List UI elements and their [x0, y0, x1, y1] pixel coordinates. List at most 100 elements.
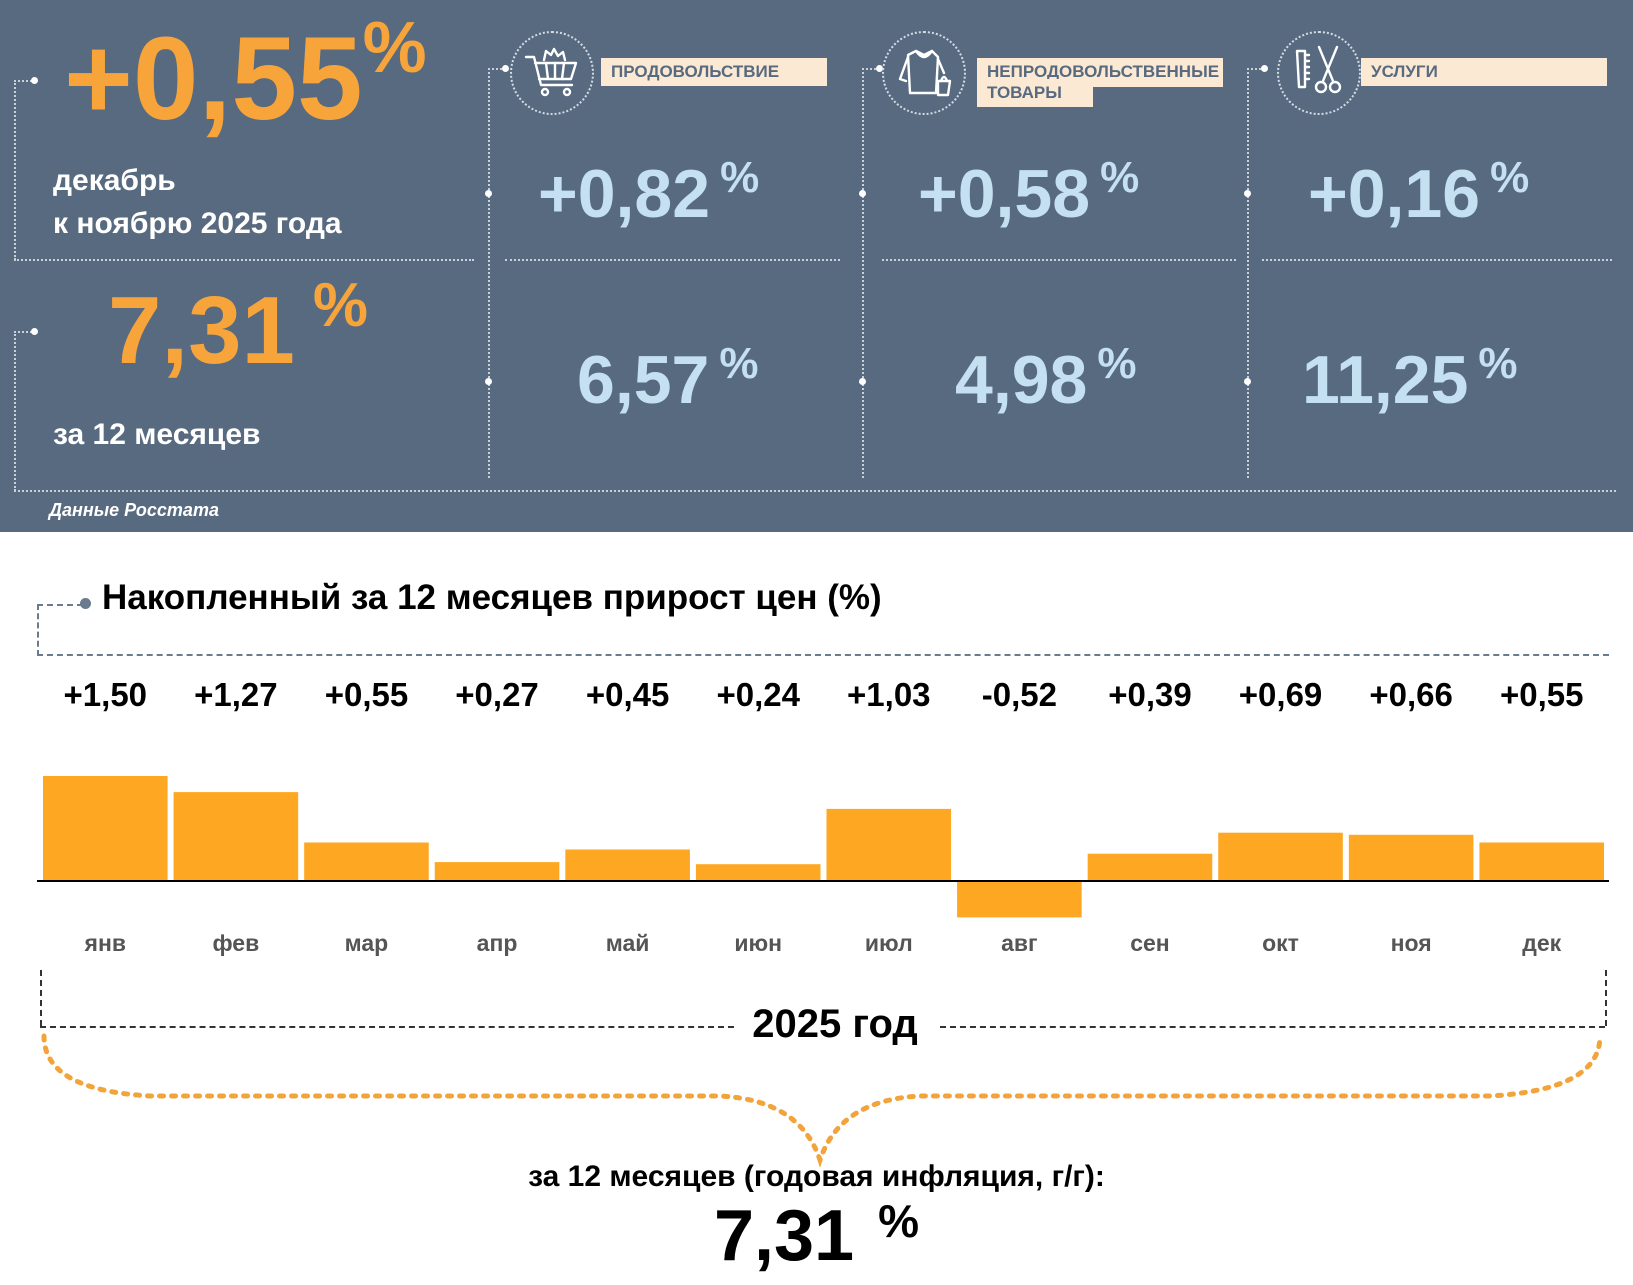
nonfood-annual-pct: % [1097, 339, 1137, 388]
column-top-tick [1247, 68, 1265, 70]
frame-left-bottom-tick [14, 331, 32, 333]
nonfood-monthly-pct: % [1100, 153, 1140, 202]
annual-caption: за 12 месяцев [53, 418, 261, 451]
chart-title-rule [37, 654, 1609, 656]
value-label-май: +0,45 [585, 676, 670, 713]
bullet-dot [876, 65, 883, 72]
frame-left-bottom [14, 331, 16, 491]
bullet-dot [859, 378, 866, 385]
footer-label: за 12 месяцев (годовая инфляция, г/г): [528, 1160, 1105, 1193]
bar-авг [957, 881, 1082, 918]
row-divider [505, 259, 840, 261]
year-label: 2025 год [752, 1002, 918, 1046]
frame-bottom [14, 490, 1616, 492]
food-annual: 6,57% [577, 342, 758, 415]
bullet-dot [859, 190, 866, 197]
services-monthly-value: +0,16 [1308, 156, 1481, 232]
monthly-caption-line1: декабрь [53, 164, 176, 197]
bar-май [565, 849, 690, 881]
monthly-value: +0,55 [64, 13, 363, 145]
source-note: Данные Росстата [49, 500, 219, 520]
nonfood-annual: 4,98% [955, 342, 1136, 415]
services-monthly-pct: % [1490, 153, 1530, 202]
bullet-dot [1244, 378, 1251, 385]
year-bracket-left [40, 970, 42, 1026]
year-bracket-right [1605, 970, 1607, 1026]
month-label-май: май [605, 930, 650, 956]
frame-left-top [14, 80, 16, 260]
month-label-янв: янв [84, 930, 126, 956]
bar-мар [304, 842, 429, 881]
orange-curly-brace [41, 1033, 1603, 1168]
monthly-pct: % [362, 8, 427, 88]
bar-апр [434, 862, 560, 881]
category-label-nonfood-line2: ТОВАРЫ [987, 83, 1062, 102]
hairdresser-icon [1277, 31, 1361, 115]
shopping-cart-icon [510, 31, 594, 115]
annual-headline: 7,31% [108, 275, 368, 379]
month-label-авг: авг [1001, 930, 1038, 956]
value-label-мар: +0,55 [324, 676, 409, 713]
value-label-сен: +0,39 [1108, 676, 1192, 713]
bullet-dot [31, 77, 38, 84]
column-divider [862, 68, 864, 478]
column-divider [488, 68, 490, 478]
month-label-июл: июл [864, 930, 913, 956]
food-annual-value: 6,57 [577, 342, 710, 418]
footer-value: 7,31% [0, 1198, 1633, 1272]
row-divider [882, 259, 1236, 261]
bullet-dot [1261, 65, 1268, 72]
bullet-dot [485, 378, 492, 385]
category-label-nonfood-line2-box: ТОВАРЫ [977, 79, 1093, 107]
bar-дек [1479, 842, 1604, 881]
food-monthly-value: +0,82 [538, 156, 711, 232]
services-annual-value: 11,25 [1302, 342, 1469, 418]
bar-окт [1218, 832, 1343, 881]
value-label-ноя: +0,66 [1369, 676, 1453, 713]
month-label-сен: сен [1130, 930, 1170, 956]
bullet-dot [485, 190, 492, 197]
month-label-фев: фев [212, 930, 260, 956]
value-label-апр: +0,27 [455, 676, 539, 713]
chart-title-bullet [80, 598, 91, 609]
value-label-фев: +1,27 [194, 676, 278, 713]
year-bracket-line-left [40, 1026, 734, 1028]
month-label-апр: апр [476, 930, 518, 956]
month-label-окт: окт [1262, 930, 1299, 956]
bullet-dot [31, 328, 38, 335]
value-label-июн: +0,24 [716, 676, 800, 713]
column-top-tick [488, 68, 506, 70]
row-divider [1262, 259, 1612, 261]
column-divider [1247, 68, 1249, 478]
chart-title: Накопленный за 12 месяцев прирост цен (%… [102, 578, 882, 617]
bar-ноя [1348, 834, 1474, 881]
chart-title-bracket [37, 604, 83, 656]
monthly-caption-line2: к ноябрю 2025 года [53, 207, 342, 240]
footer-value-pct: % [878, 1195, 920, 1247]
value-label-окт: +0,69 [1238, 676, 1323, 713]
footer-value-number: 7,31 [713, 1196, 855, 1276]
summary-panel: +0,55% декабрь к ноябрю 2025 года 7,31% … [0, 0, 1633, 532]
bar-июл [826, 808, 952, 881]
value-label-июл: +1,03 [847, 676, 931, 713]
year-bracket-line-right [940, 1026, 1605, 1028]
bar-июн [695, 864, 821, 881]
curly-brace-path [41, 1033, 1603, 1168]
clothes-icon [882, 31, 966, 115]
services-annual-pct: % [1478, 339, 1518, 388]
category-label-food: ПРОДОВОЛЬСТВИЕ [601, 58, 827, 86]
annual-value: 7,31 [108, 277, 295, 384]
bar-сен [1087, 853, 1213, 881]
month-label-июн: июн [734, 930, 783, 956]
food-monthly: +0,82% [538, 156, 759, 229]
bar-фев [173, 792, 299, 881]
month-label-ноя: ноя [1390, 930, 1432, 956]
services-annual: 11,25% [1302, 342, 1518, 415]
bar-chart [37, 776, 1609, 918]
category-label-nonfood-line1: НЕПРОДОВОЛЬСТВЕННЫЕ [987, 62, 1220, 81]
value-label-янв: +1,50 [63, 676, 148, 713]
nonfood-monthly: +0,58% [918, 156, 1139, 229]
annual-pct: % [312, 271, 368, 340]
category-label-services: УСЛУГИ [1361, 58, 1607, 86]
food-annual-pct: % [719, 339, 759, 388]
